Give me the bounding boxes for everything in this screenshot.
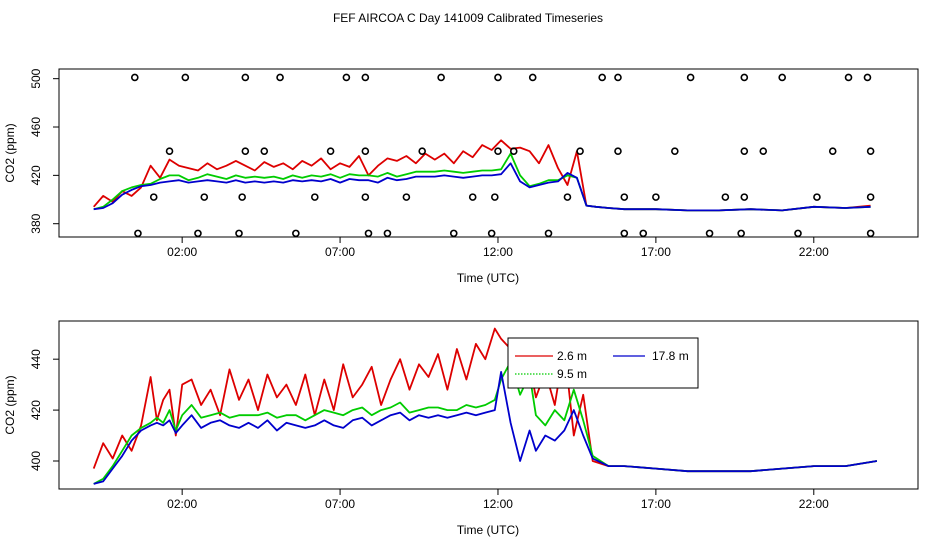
top-xtick-label: 22:00 [799,245,829,259]
top-sample-point [491,193,499,201]
legend-label-9-5m: 9.5 m [557,367,587,381]
bottom-xtick-label: 12:00 [483,497,513,511]
top-ylabel: CO2 (ppm) [3,123,17,182]
bottom-plot-frame [58,320,919,490]
top-sample-point [740,193,749,201]
top-sample-point [740,147,749,155]
top-sample-point [614,147,622,155]
top-sample-point [639,229,648,238]
bottom-ytick-label: 400 [29,451,43,471]
top-sample-point [361,193,370,201]
top-sample-point [866,147,875,155]
top-plot-frame [58,68,919,238]
top-sample-point [402,193,411,201]
top-sample-point [576,147,584,155]
top-series-9-5-m [93,152,871,212]
bottom-series-2-6-m [92,327,878,473]
bottom-xtick-label: 22:00 [799,497,829,511]
bottom-xlabel: Time (UTC) [457,523,519,537]
top-sample-point [721,193,730,201]
top-sample-point [494,147,502,155]
top-xtick-label: 12:00 [483,245,513,259]
bottom-xtick-label: 17:00 [641,497,671,511]
top-sample-point [778,73,787,82]
top-sample-point [544,229,553,238]
top-sample-point [563,193,572,201]
legend: 2.6 m 9.5 m 17.8 m [507,337,699,389]
top-sample-point [149,193,158,201]
legend-box [507,337,699,389]
top-sample-point [449,229,458,238]
top-sample-point [705,229,714,238]
top-sample-point [342,73,351,82]
top-xtick-label: 07:00 [325,245,355,259]
top-sample-point [494,73,502,82]
top-sample-point [130,73,139,82]
legend-label-2-6m: 2.6 m [557,349,587,363]
bottom-ytick-label: 420 [29,400,43,420]
bottom-panel: 02:00 07:00 12:00 17:00 22:00 400 420 440 Time … [3,320,919,537]
top-sample-point [614,73,622,82]
top-sample-point [292,229,300,238]
top-sample-point [194,229,202,238]
top-sample-point [652,193,660,201]
bottom-xtick-label: 02:00 [167,497,197,511]
top-sample-point [241,147,250,155]
top-sample-point [866,229,875,238]
top-sample-point [418,147,426,155]
top-sample-point [181,73,190,82]
top-sample-point [740,73,749,82]
top-ytick-label: 420 [29,165,43,185]
top-sample-point [241,73,250,82]
top-sample-point [686,73,695,82]
bottom-series-17-8-m [93,370,878,485]
top-sample-point [361,73,370,82]
top-ytick-label: 460 [29,117,43,137]
top-sample-point [437,73,445,82]
figure-title: FEF AIRCOA C Day 141009 Calibrated Times… [333,11,603,25]
top-sample-point [311,193,319,201]
bottom-ylabel: CO2 (ppm) [3,375,17,434]
top-sample-point [737,229,745,238]
top-ytick-label: 380 [29,213,43,233]
top-sample-point [364,229,373,238]
top-sample-point [487,229,496,238]
legend-label-17-8m: 17.8 m [652,349,689,363]
top-sample-point [844,73,853,82]
top-sample-point [260,147,269,155]
top-sample-point [598,73,606,82]
top-sample-point [828,147,837,155]
top-sample-point [813,193,821,201]
top-sample-point [200,193,209,201]
bottom-series-9-5-m [93,360,878,485]
top-sample-point [468,193,477,201]
top-xtick-label: 02:00 [167,245,197,259]
top-sample-point [866,193,875,201]
top-sample-point [509,147,518,155]
top-sample-point [794,229,802,238]
top-sample-point [863,73,872,82]
top-sample-point [759,147,768,155]
top-sample-point [276,73,284,82]
top-sample-point [238,193,246,201]
top-panel: 02:00 07:00 12:00 17:00 22:00 380 420 460 500 Ti… [3,68,919,285]
top-sample-point [671,147,679,155]
top-sample-point [383,229,392,238]
top-sample-point [620,229,629,238]
top-sample-point [361,147,370,155]
top-xlabel: Time (UTC) [457,271,519,285]
top-sample-point [326,147,335,155]
top-sample-point [134,229,142,238]
top-sample-point [235,229,243,238]
top-xtick-label: 17:00 [641,245,671,259]
top-sample-point [528,73,537,82]
top-series-17-8-m [93,162,871,212]
bottom-xtick-label: 07:00 [325,497,355,511]
top-ytick-label: 500 [29,68,43,88]
top-sample-point [165,147,174,155]
bottom-ytick-label: 440 [29,349,43,369]
top-sample-point [620,193,629,201]
